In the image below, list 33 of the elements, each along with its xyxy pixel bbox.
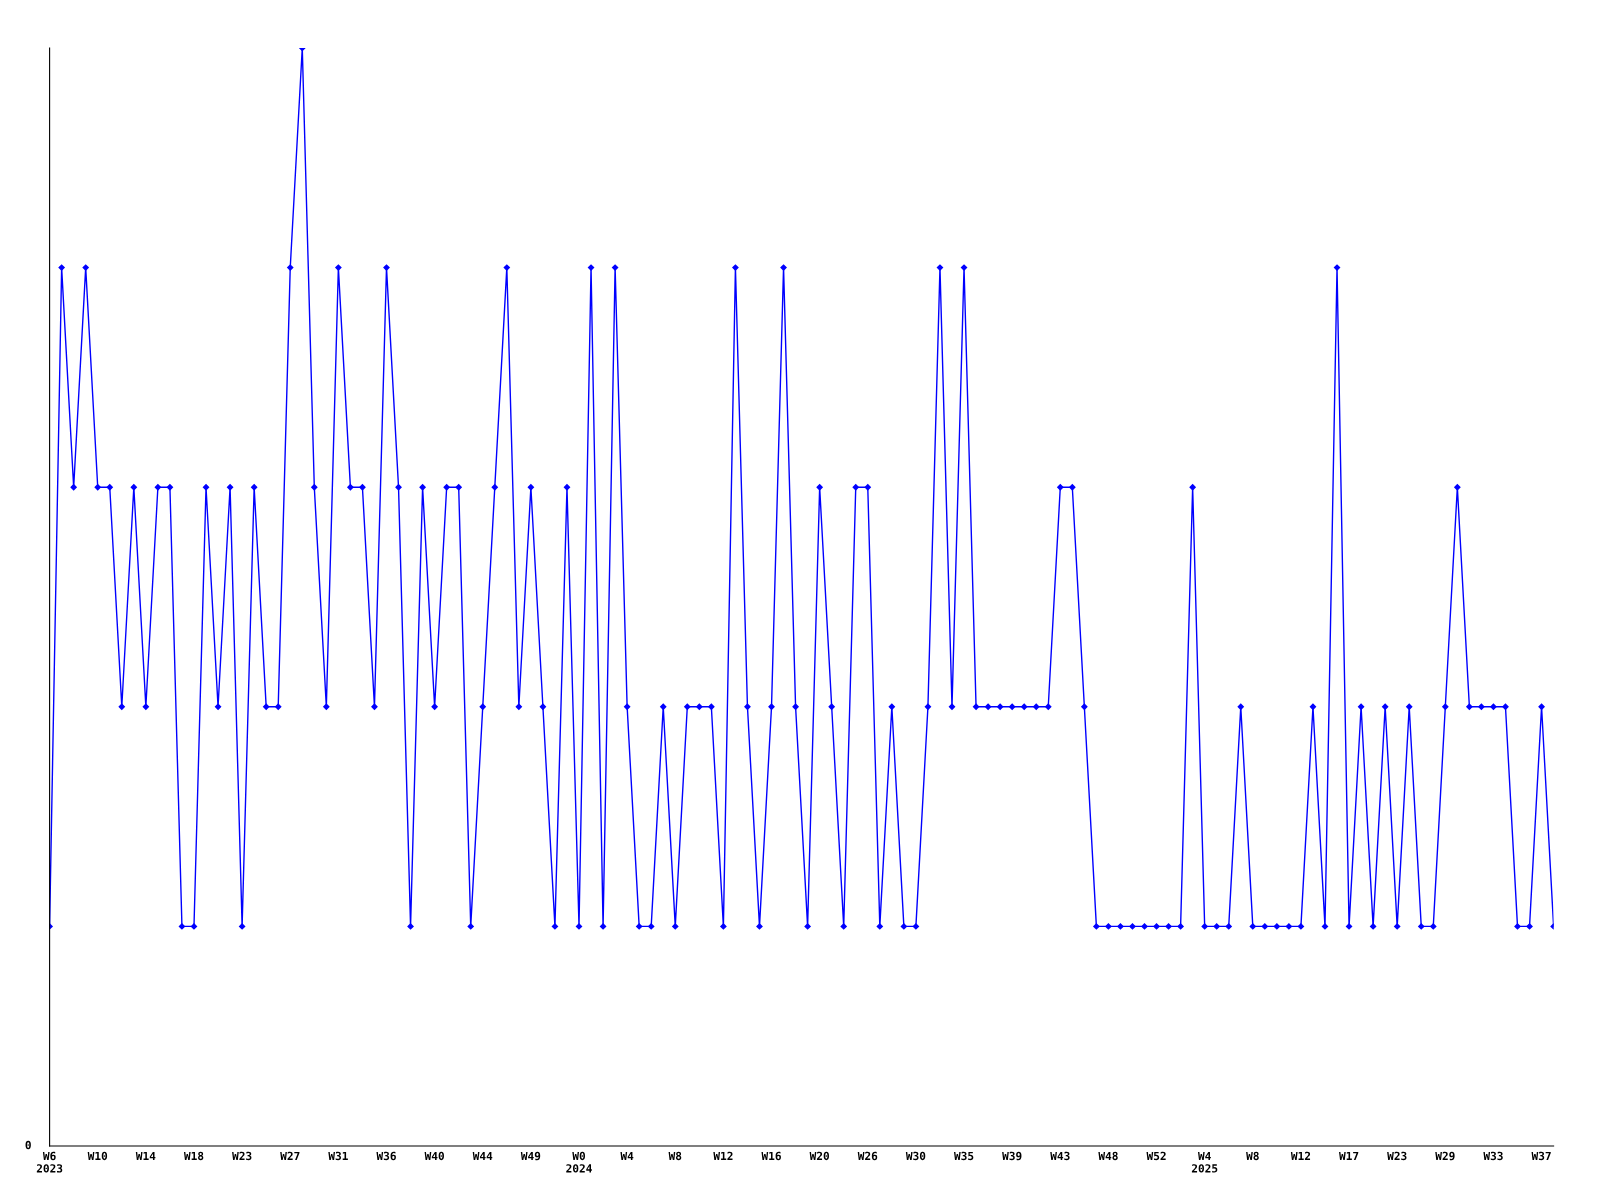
x-tick-label: W37 xyxy=(1531,1151,1551,1161)
x-tick-label: W0 2024 xyxy=(566,1151,592,1173)
x-tick-label: W26 xyxy=(857,1151,878,1161)
x-tick-label: W6 2023 xyxy=(36,1151,63,1173)
x-tick-label: W4 xyxy=(620,1151,634,1160)
x-tick-label: W48 xyxy=(1098,1151,1118,1161)
x-tick-label: W8 xyxy=(668,1151,682,1161)
x-tick-label: W12 xyxy=(713,1151,733,1160)
x-tick-label: W44 xyxy=(472,1151,493,1160)
x-tick-label: W29 xyxy=(1435,1151,1455,1161)
x-tick-label: W31 xyxy=(328,1151,348,1161)
x-tick-label: W36 xyxy=(376,1151,396,1161)
x-tick-label: W27 xyxy=(280,1151,300,1160)
x-tick-label: W8 xyxy=(1246,1151,1259,1161)
text: 0 xyxy=(25,1140,31,1150)
x-tick-label: W18 xyxy=(183,1151,204,1161)
x-tick-label: W10 xyxy=(87,1151,108,1161)
x-tick-label: W35 xyxy=(954,1151,974,1161)
x-tick-label: W49 xyxy=(520,1151,541,1161)
x-tick-label: W17 xyxy=(1339,1151,1359,1160)
x-tick-label: W33 xyxy=(1483,1151,1503,1161)
x-tick-label: W39 xyxy=(1002,1151,1022,1161)
x-tick-label: W23 xyxy=(1387,1151,1407,1161)
x-tick-label: W16 xyxy=(761,1151,781,1161)
x-tick-label: W43 xyxy=(1050,1151,1070,1161)
x-tick-label: W14 xyxy=(135,1151,156,1160)
x-tick-label: W4 2025 xyxy=(1191,1151,1218,1173)
x-tick-label: W23 xyxy=(232,1151,252,1161)
x-tick-label: W20 xyxy=(809,1151,830,1161)
x-tick-label: W12 xyxy=(1290,1151,1311,1160)
x-tick-label: W40 xyxy=(424,1151,444,1161)
x-tick-label: W52 xyxy=(1146,1151,1166,1161)
x-tick-label: W30 xyxy=(905,1151,926,1161)
